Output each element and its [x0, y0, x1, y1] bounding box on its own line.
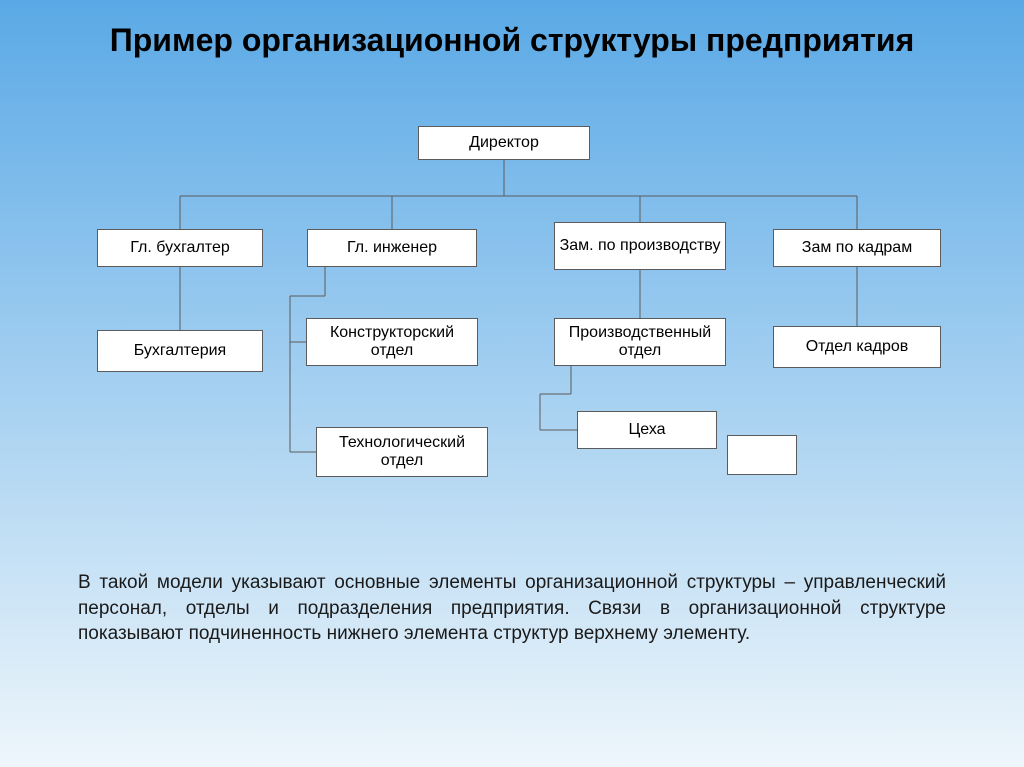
- slide-title: Пример организационной структуры предпри…: [0, 20, 1024, 60]
- org-node-chief_accountant: Гл. бухгалтер: [97, 229, 263, 267]
- org-node-design_dept: Конструкторский отдел: [306, 318, 478, 366]
- org-node-tech_dept: Технологический отдел: [316, 427, 488, 477]
- org-node-hr_dept: Отдел кадров: [773, 326, 941, 368]
- org-node-chief_engineer: Гл. инженер: [307, 229, 477, 267]
- org-node-deputy_prod: Зам. по производству: [554, 222, 726, 270]
- description-text: В такой модели указывают основные элемен…: [78, 570, 946, 647]
- org-node-accounting: Бухгалтерия: [97, 330, 263, 372]
- connector-lines: [0, 0, 1024, 767]
- org-node-director: Директор: [418, 126, 590, 160]
- slide: Пример организационной структуры предпри…: [0, 0, 1024, 767]
- org-node-prod_dept: Производственный отдел: [554, 318, 726, 366]
- org-node-deputy_hr: Зам по кадрам: [773, 229, 941, 267]
- org-node-stub_right: [727, 435, 797, 475]
- org-node-workshops: Цеха: [577, 411, 717, 449]
